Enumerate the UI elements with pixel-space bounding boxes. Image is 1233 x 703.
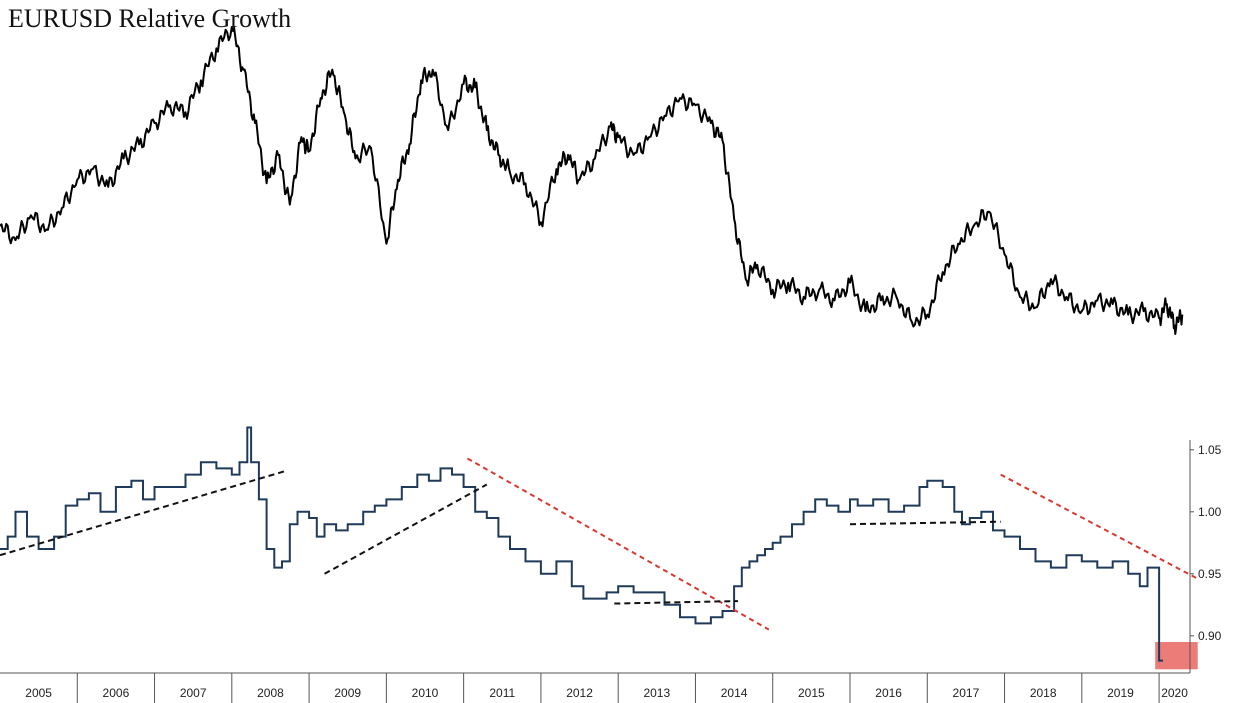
x-tick-label: 2015 <box>798 686 825 700</box>
y-tick-label: 1.00 <box>1198 505 1222 519</box>
red-trendline <box>1000 473 1199 580</box>
black-trendline <box>849 520 1001 526</box>
x-tick-label: 2011 <box>489 686 515 700</box>
y-axis: 0.90 0.95 1.00 1.05 <box>1189 440 1222 673</box>
x-tick-label: 2005 <box>25 686 52 700</box>
top-series-line <box>0 26 1184 335</box>
x-tick-label: 2006 <box>103 686 130 700</box>
x-tick-label: 2010 <box>412 686 439 700</box>
x-tick-label: 2012 <box>566 686 593 700</box>
x-tick-label: 2019 <box>1107 686 1134 700</box>
x-tick-label: 2014 <box>721 686 748 700</box>
x-tick-label: 2016 <box>875 686 902 700</box>
x-tick-label: 2018 <box>1030 686 1057 700</box>
chart-title: EURUSD Relative Growth <box>8 4 292 33</box>
black-trendline <box>324 483 488 575</box>
bottom-relative-chart <box>0 426 1199 670</box>
highlight-box <box>1155 642 1198 670</box>
x-tick-label: 2008 <box>257 686 284 700</box>
x-tick-label: 2009 <box>334 686 361 700</box>
y-tick-label: 0.90 <box>1198 629 1222 643</box>
relative-step-line <box>0 426 1163 662</box>
x-tick-label: 2020 <box>1161 686 1188 700</box>
x-tick-label: 2017 <box>953 686 980 700</box>
x-tick-label: 2013 <box>643 686 670 700</box>
y-tick-label: 1.05 <box>1198 443 1222 457</box>
y-tick-label: 0.95 <box>1198 567 1222 581</box>
x-tick-label: 2007 <box>180 686 207 700</box>
top-price-chart <box>0 26 1184 335</box>
black-trendline <box>614 600 738 605</box>
x-axis: 2005 2006 2007 2008 2009 2010 2011 2012 2013 2014… <box>0 672 1190 703</box>
